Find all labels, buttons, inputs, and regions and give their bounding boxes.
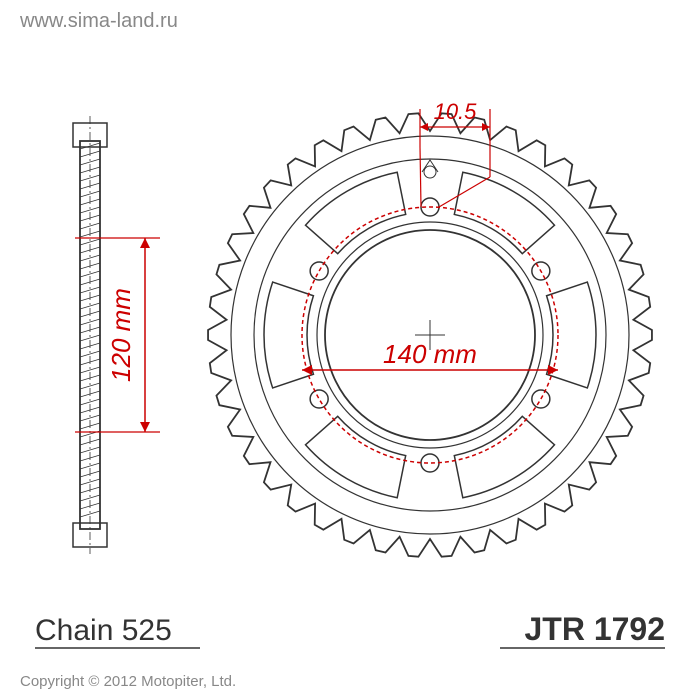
- bolt-hole: [310, 262, 328, 280]
- bolt-hole: [310, 390, 328, 408]
- part-number: JTR 1792: [524, 611, 665, 647]
- cutout-window: [454, 172, 554, 253]
- copyright-text: Copyright © 2012 Motopiter, Ltd.: [20, 673, 236, 690]
- watermark-text: www.sima-land.ru: [20, 10, 178, 33]
- dim-105-label: 10.5: [434, 99, 478, 124]
- chain-label: Chain 525: [35, 614, 172, 647]
- sprocket-diagram: 140 mm 10.5 120 mm Chain 525 JTR 1792: [0, 0, 700, 700]
- bolt-hole: [421, 454, 439, 472]
- cutout-window: [547, 282, 596, 388]
- dim-140-label: 140 mm: [383, 339, 477, 369]
- dim-120-label: 120 mm: [106, 288, 136, 382]
- cutout-window: [264, 282, 313, 388]
- bolt-hole: [532, 390, 550, 408]
